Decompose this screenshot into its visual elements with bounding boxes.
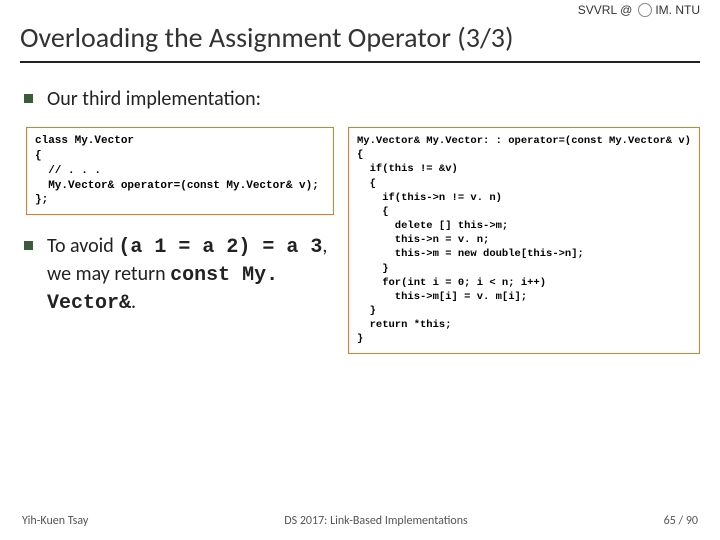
header-org: IM. NTU (655, 3, 700, 17)
university-logo-icon (638, 3, 652, 17)
header-bar: SVVRL @ IM. NTU (0, 0, 720, 20)
bullet-text-2: To avoid (a 1 = a 2) = a 3, we may retur… (47, 233, 334, 317)
code-left: class My.Vector { // . . . My.Vector& op… (26, 127, 334, 215)
code-right: My.Vector& My.Vector: : operator=(const … (348, 127, 700, 354)
text-post: . (131, 290, 136, 314)
bullet-square-icon (24, 94, 33, 103)
text-pre: To avoid (47, 234, 118, 258)
bullet-square-icon (24, 241, 33, 250)
slide-title: Overloading the Assignment Operator (3/3… (20, 20, 700, 63)
header-lab: SVVRL (578, 3, 617, 17)
footer-author: Yih-Kuen Tsay (22, 514, 88, 528)
two-column-layout: class My.Vector { // . . . My.Vector& op… (24, 127, 700, 354)
right-column: My.Vector& My.Vector: : operator=(const … (348, 127, 700, 354)
left-column: class My.Vector { // . . . My.Vector& op… (24, 127, 334, 354)
slide-footer: Yih-Kuen Tsay DS 2017: Link-Based Implem… (22, 514, 698, 528)
code-expr: (a 1 = a 2) = a 3 (118, 236, 322, 259)
at-separator: @ (620, 3, 632, 17)
bullet-text-1: Our third implementation: (47, 86, 261, 113)
footer-page: 65 / 90 (664, 514, 698, 528)
footer-course: DS 2017: Link-Based Implementations (284, 514, 468, 528)
bullet-row-1: Our third implementation: (24, 86, 700, 113)
slide-content: Our third implementation: class My.Vecto… (24, 76, 700, 354)
bullet-row-2: To avoid (a 1 = a 2) = a 3, we may retur… (24, 233, 334, 317)
